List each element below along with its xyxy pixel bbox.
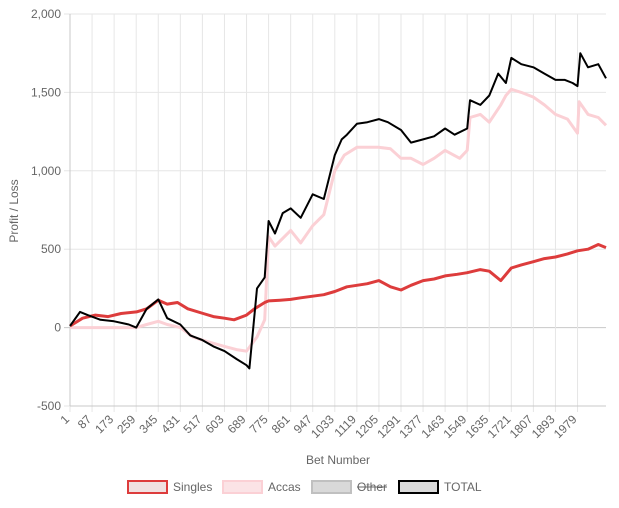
x-tick-label: 1635 bbox=[463, 412, 492, 441]
y-tick-label: 500 bbox=[41, 242, 61, 256]
grid-lines bbox=[64, 13, 606, 412]
x-tick-label: 1807 bbox=[507, 412, 536, 441]
series-layer bbox=[69, 52, 608, 370]
legend-swatch bbox=[127, 480, 168, 494]
x-tick-label: 1979 bbox=[551, 412, 580, 441]
x-tick-label: 517 bbox=[180, 412, 204, 436]
legend: Singles Accas Other TOTAL bbox=[127, 480, 482, 494]
x-tick-label: 345 bbox=[136, 412, 160, 436]
legend-item-singles[interactable]: Singles bbox=[127, 480, 212, 494]
x-tick-label: 87 bbox=[75, 412, 95, 432]
legend-item-other[interactable]: Other bbox=[311, 480, 388, 494]
y-axis: -500 0 500 1,000 1,500 2,000 bbox=[31, 7, 61, 413]
series-line-singles bbox=[69, 243, 607, 328]
x-tick-label: 1377 bbox=[396, 412, 425, 441]
x-tick-label: 1721 bbox=[485, 412, 514, 441]
y-tick-label: -500 bbox=[37, 399, 61, 413]
series-line-accas bbox=[70, 87, 608, 353]
legend-item-total[interactable]: TOTAL bbox=[398, 480, 482, 494]
legend-label: TOTAL bbox=[444, 480, 482, 494]
y-tick-label: 2,000 bbox=[31, 7, 61, 21]
legend-swatch bbox=[398, 480, 439, 494]
legend-swatch bbox=[311, 480, 352, 494]
y-tick-label: 1,500 bbox=[31, 85, 61, 99]
legend-label: Accas bbox=[268, 480, 301, 494]
x-tick-label: 1463 bbox=[418, 412, 447, 441]
x-tick-label: 689 bbox=[225, 412, 249, 436]
series-line-total bbox=[69, 52, 607, 370]
legend-label: Singles bbox=[173, 480, 212, 494]
x-tick-label: 1893 bbox=[529, 412, 558, 441]
x-tick-label: 259 bbox=[114, 412, 138, 436]
x-tick-label: 1205 bbox=[352, 412, 381, 441]
y-tick-label: 0 bbox=[54, 321, 61, 335]
y-tick-label: 1,000 bbox=[31, 164, 61, 178]
x-axis: 1 871732593454315176036897758619471033111… bbox=[57, 412, 579, 441]
y-axis-title: Profit / Loss bbox=[7, 179, 21, 242]
legend-swatch bbox=[222, 480, 263, 494]
x-tick-label: 1 bbox=[57, 412, 72, 427]
x-tick-label: 173 bbox=[92, 412, 116, 436]
x-tick-label: 1291 bbox=[374, 412, 403, 441]
x-tick-label: 775 bbox=[247, 412, 271, 436]
x-tick-label: 1549 bbox=[441, 412, 470, 441]
x-tick-label: 603 bbox=[203, 412, 227, 436]
x-axis-title: Bet Number bbox=[306, 453, 370, 467]
x-tick-label: 861 bbox=[269, 412, 293, 436]
x-tick-label: 1033 bbox=[308, 412, 337, 441]
x-tick-label: 431 bbox=[158, 412, 182, 436]
x-tick-label: 1119 bbox=[331, 412, 359, 440]
legend-item-accas[interactable]: Accas bbox=[222, 480, 301, 494]
